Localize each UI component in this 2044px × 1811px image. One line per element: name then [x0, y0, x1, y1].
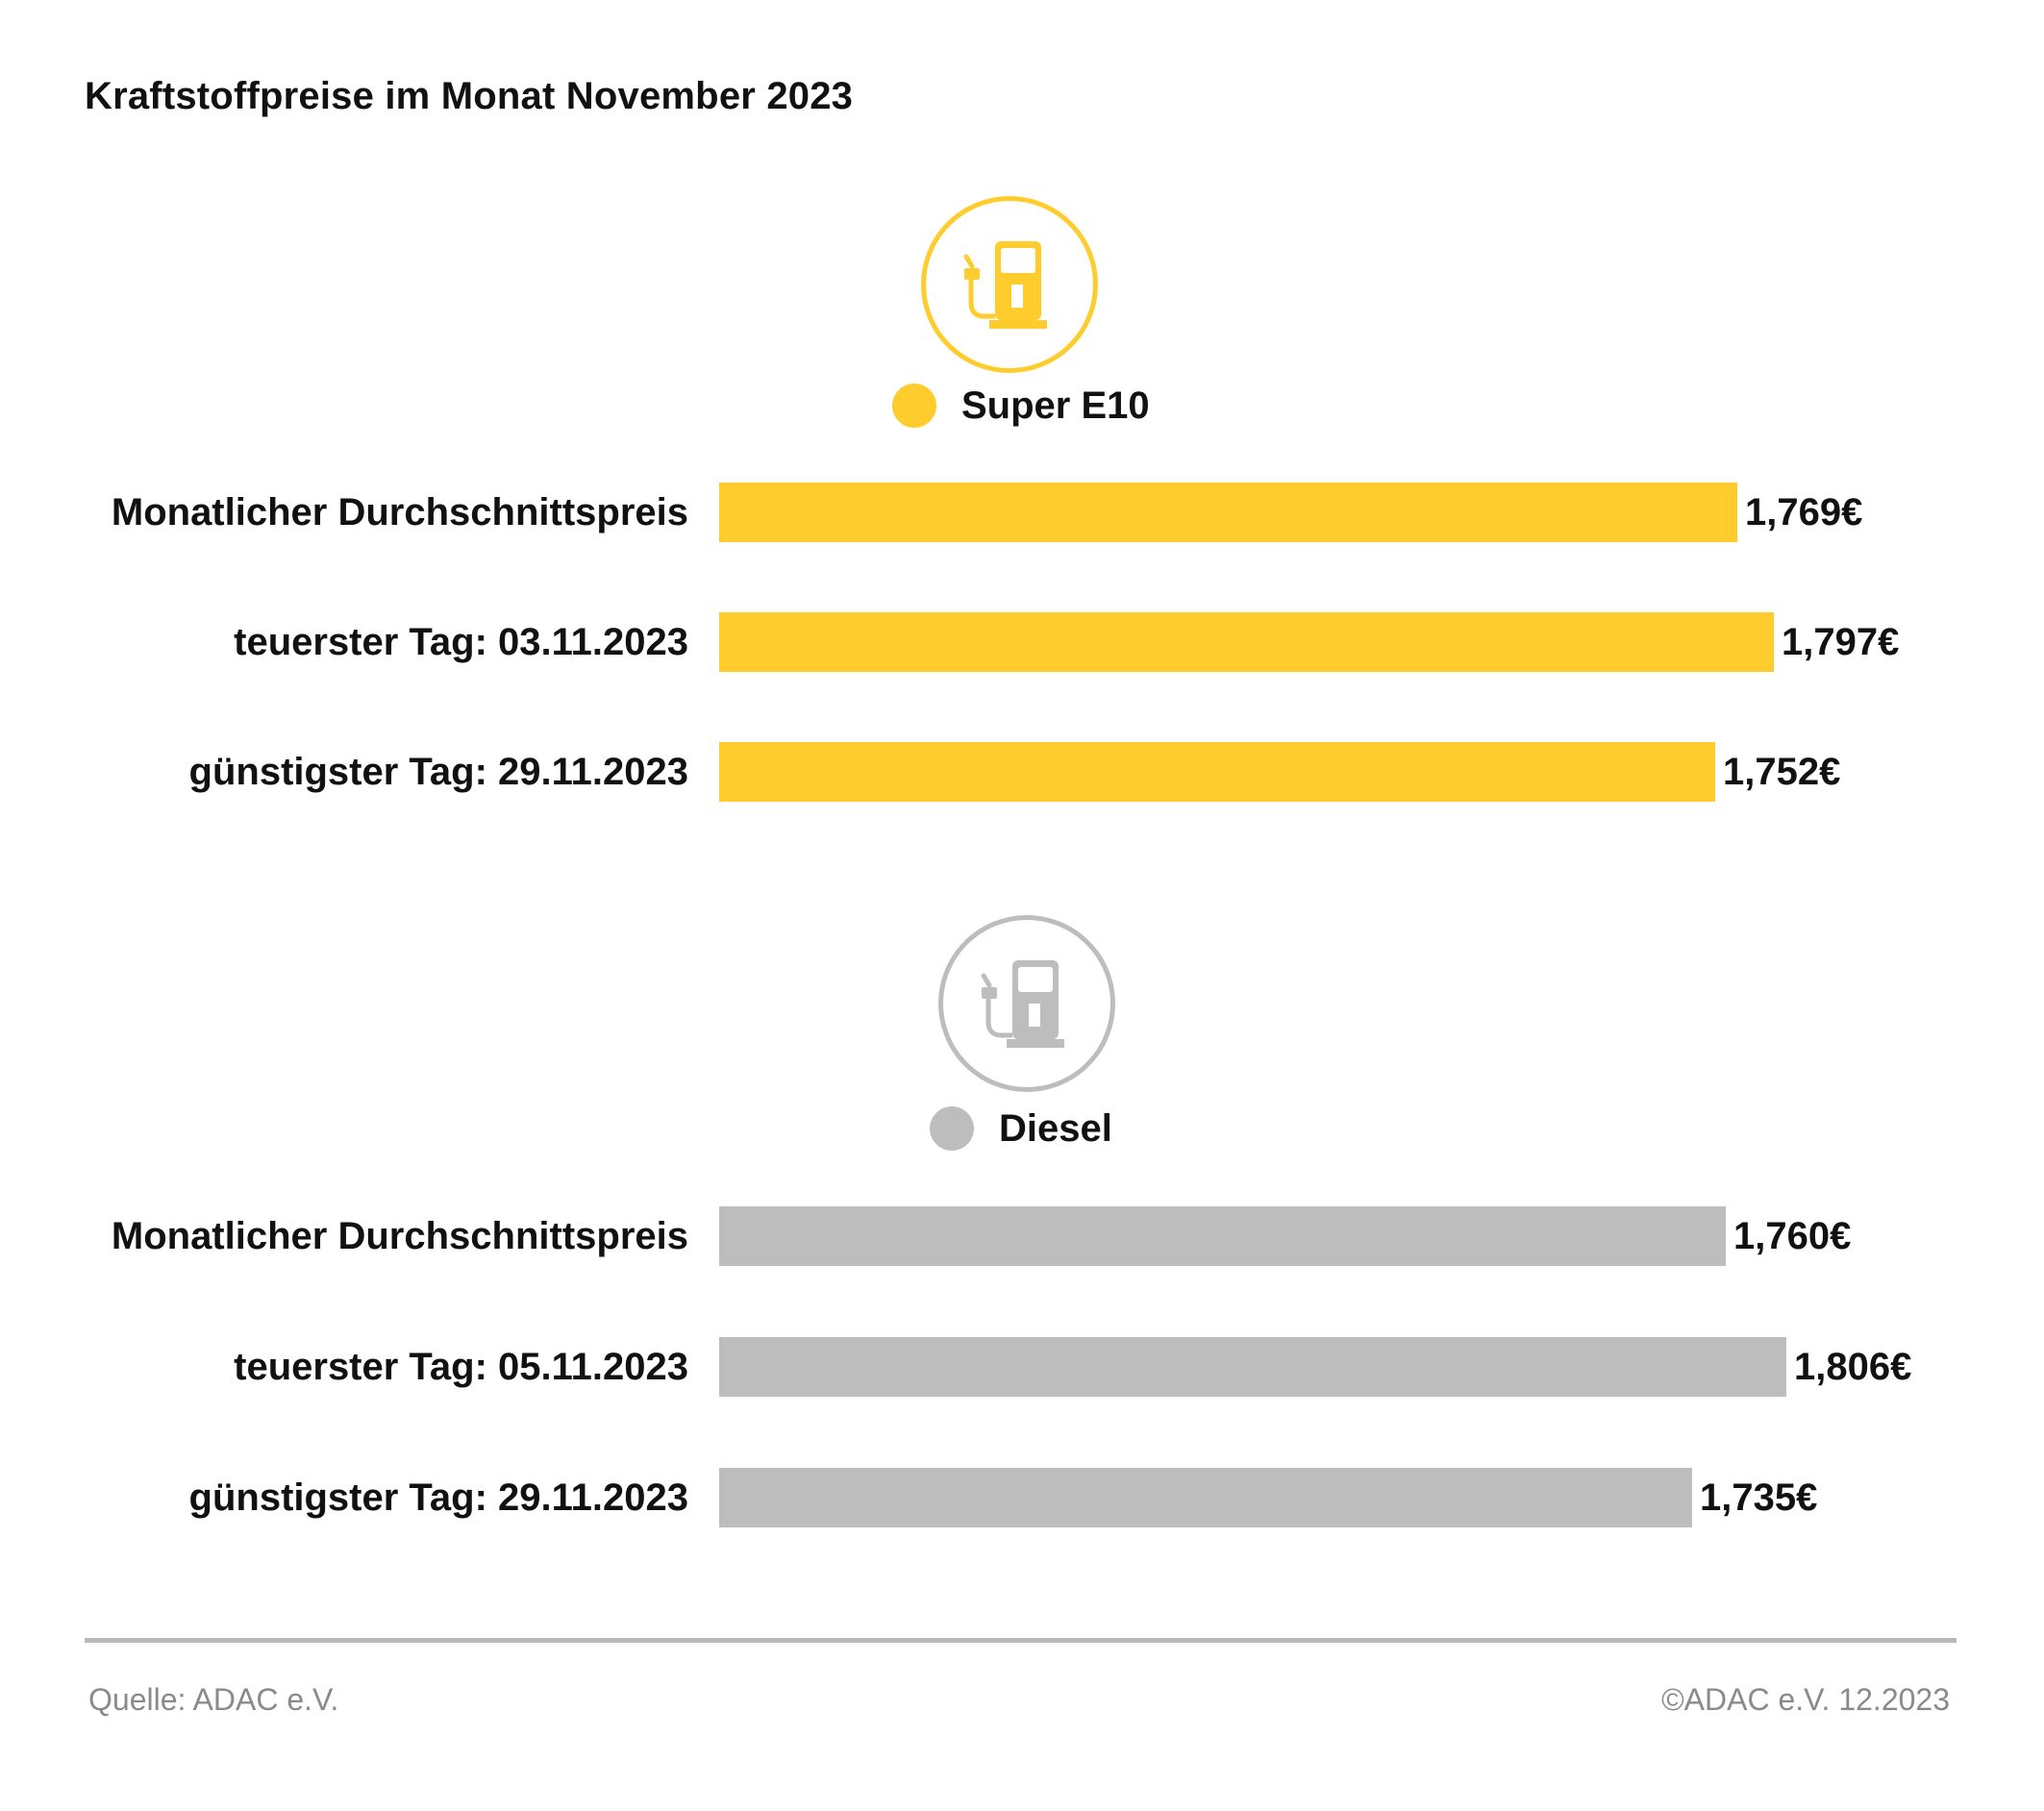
- super-e10-legend: Super E10: [892, 382, 1150, 430]
- diesel-legend: Diesel: [930, 1104, 1112, 1153]
- category-label: Monatlicher Durchschnittspreis: [111, 491, 688, 533]
- diesel-bar: [719, 1206, 1726, 1266]
- super-e10-legend-label: Super E10: [961, 384, 1150, 427]
- super-e10-legend-marker: [892, 384, 936, 428]
- category-label: Monatlicher Durchschnittspreis: [111, 1215, 688, 1257]
- category-label: teuerster Tag: 05.11.2023: [234, 1346, 688, 1388]
- value-label: 1,735€: [1700, 1476, 1818, 1519]
- category-label: günstigster Tag: 29.11.2023: [188, 1476, 688, 1519]
- super-e10-bar: [719, 483, 1737, 542]
- super-e10-bar: [719, 742, 1715, 802]
- diesel-fuel-badge: [938, 915, 1115, 1092]
- diesel-bar-row: Monatlicher Durchschnittspreis 1,760€: [0, 1206, 2044, 1266]
- super-e10-bar-row: teuerster Tag: 03.11.2023 1,797€: [0, 612, 2044, 672]
- source-note: Quelle: ADAC e.V.: [88, 1682, 339, 1717]
- category-label: günstigster Tag: 29.11.2023: [188, 751, 688, 793]
- value-label: 1,760€: [1733, 1215, 1852, 1257]
- value-label: 1,769€: [1745, 491, 1863, 533]
- diesel-bar-row: teuerster Tag: 05.11.2023 1,806€: [0, 1337, 2044, 1397]
- value-label: 1,806€: [1794, 1346, 1912, 1388]
- value-label: 1,752€: [1723, 751, 1841, 793]
- diesel-bar: [719, 1468, 1692, 1527]
- category-label: teuerster Tag: 03.11.2023: [234, 621, 688, 663]
- diesel-legend-label: Diesel: [999, 1106, 1112, 1150]
- copyright-note: ©ADAC e.V. 12.2023: [1661, 1682, 1950, 1717]
- super-e10-bar-row: Monatlicher Durchschnittspreis 1,769€: [0, 483, 2044, 542]
- fuel-pump-icon: [963, 241, 1047, 329]
- footer-divider: [85, 1638, 1957, 1643]
- diesel-bar-row: günstigster Tag: 29.11.2023 1,735€: [0, 1468, 2044, 1527]
- super-e10-bar: [719, 612, 1774, 672]
- super-e10-fuel-badge: [921, 196, 1098, 373]
- fuel-pump-icon: [981, 960, 1064, 1048]
- value-label: 1,797€: [1782, 621, 1900, 663]
- diesel-bar: [719, 1337, 1786, 1397]
- diesel-legend-marker: [930, 1106, 974, 1151]
- chart-title: Kraftstoffpreise im Monat November 2023: [85, 75, 854, 117]
- super-e10-bar-row: günstigster Tag: 29.11.2023 1,752€: [0, 742, 2044, 802]
